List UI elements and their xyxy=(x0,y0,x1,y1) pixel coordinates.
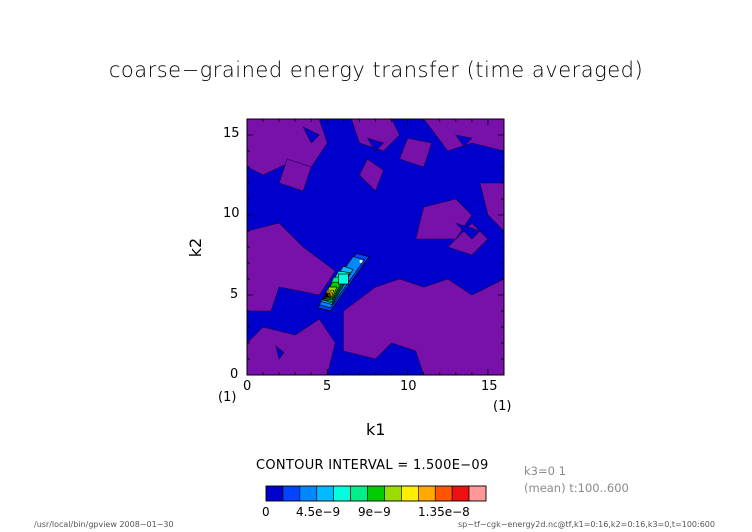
y-index-label: (1) xyxy=(218,390,237,405)
contour-interval-label: CONTOUR INTERVAL = 1.500E−09 xyxy=(256,458,489,473)
peak-marker xyxy=(326,293,329,297)
colorbar-swatch-2 xyxy=(299,485,318,502)
colorbar-swatch-12 xyxy=(468,485,487,502)
low-island-4 xyxy=(275,345,285,360)
level-band-region-7 xyxy=(359,158,384,192)
plot-frame xyxy=(246,118,505,376)
colorbar-tick-0: 0 xyxy=(262,505,270,519)
contour-field xyxy=(247,119,504,375)
level-band-region-1 xyxy=(351,119,400,152)
k3-label: k3=0 1 xyxy=(524,464,566,478)
y-tick-label-15: 15 xyxy=(223,126,240,141)
level-band-region-8 xyxy=(415,198,473,240)
level-band-region-5 xyxy=(278,158,312,192)
colorbar-swatch-1 xyxy=(282,485,301,502)
level-band-region-10 xyxy=(247,318,336,375)
level-band-region-6 xyxy=(247,222,336,312)
colorbar-swatch-8 xyxy=(401,485,419,502)
footer-right: sp−tf−cgk−energy2d.nc@tf,k1=0:16,k2=0:16… xyxy=(458,520,715,529)
colorbar-swatch-10 xyxy=(434,485,453,502)
colorbar-tick-2: 9e−9 xyxy=(358,505,391,519)
level-band-region-9 xyxy=(343,278,504,375)
low-island-2 xyxy=(455,134,473,147)
colorbar-swatch-0 xyxy=(265,485,284,502)
secondary-maximum xyxy=(338,273,349,285)
y-axis-label: k2 xyxy=(186,237,206,258)
small-maximum-dot xyxy=(359,259,363,263)
low-island-1 xyxy=(366,137,385,152)
footer-left: /usr/local/bin/gpview 2008−01−30 xyxy=(34,520,174,529)
colorbar-swatch-6 xyxy=(367,485,385,502)
colorbar-swatch-9 xyxy=(418,485,436,502)
colorbar-tick-3: 1.35e−8 xyxy=(418,505,470,519)
colorbar xyxy=(265,485,487,502)
chart-title: coarse−grained energy transfer (time ave… xyxy=(108,58,644,82)
low-island-3 xyxy=(455,222,481,240)
colorbar-swatch-11 xyxy=(451,485,470,502)
colorbar-swatch-7 xyxy=(384,485,402,502)
colorbar-swatch-4 xyxy=(333,485,351,502)
x-axis-label: k1 xyxy=(366,420,386,439)
y-tick-label-10: 10 xyxy=(223,206,240,221)
level-band-region-4 xyxy=(479,182,504,232)
x-tick-label-0: 0 xyxy=(243,379,252,394)
level-band-region-2 xyxy=(423,119,504,152)
x-tick-label-5: 5 xyxy=(323,379,332,394)
time-range-label: (mean) t:100..600 xyxy=(524,481,629,495)
colorbar-swatch-5 xyxy=(350,485,368,502)
x-tick-label-15: 15 xyxy=(481,379,498,394)
y-tick-label-0: 0 xyxy=(230,367,239,382)
y-tick-label-5: 5 xyxy=(230,287,239,302)
colorbar-border xyxy=(265,485,487,502)
x-tick-label-10: 10 xyxy=(400,379,417,394)
level-band-region-3 xyxy=(399,137,433,168)
x-index-label: (1) xyxy=(493,399,512,414)
colorbar-tick-1: 4.5e−9 xyxy=(296,505,341,519)
low-island-0 xyxy=(302,126,320,144)
colorbar-swatch-3 xyxy=(316,485,334,502)
